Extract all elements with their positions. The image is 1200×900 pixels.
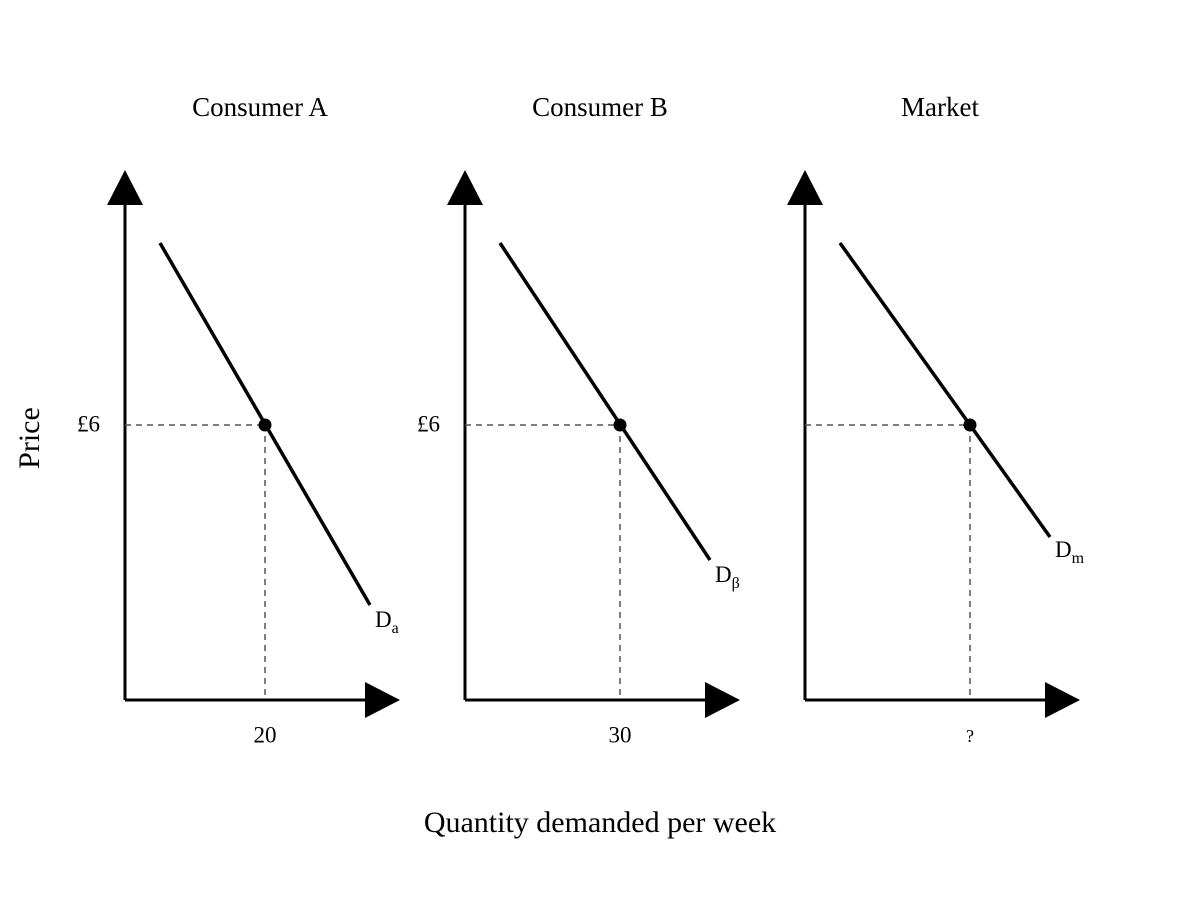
curve-label: Da	[375, 607, 399, 636]
price-label: £6	[417, 411, 440, 436]
arrowhead	[365, 682, 400, 718]
panel: Market ? Dm	[787, 92, 1085, 746]
arrowhead	[107, 170, 143, 205]
curve-label-main: D	[715, 562, 732, 587]
arrowhead	[1045, 682, 1080, 718]
curve-label-main: D	[375, 607, 392, 632]
point	[963, 418, 977, 432]
curve-label: Dm	[1055, 537, 1085, 566]
curve-label-main: D	[1055, 537, 1072, 562]
point	[258, 418, 272, 432]
panel-title: Consumer A	[192, 92, 328, 122]
curve-label-sub: a	[392, 620, 399, 637]
quantity-label: 20	[254, 722, 277, 747]
y-axis-label: Price	[13, 407, 46, 469]
arrowhead	[447, 170, 483, 205]
panel-title: Market	[901, 92, 979, 122]
panel: Consumer A £6 20 Da	[77, 92, 400, 747]
curve-label: Dβ	[715, 562, 740, 591]
panel-title: Consumer B	[532, 92, 668, 122]
price-label: £6	[77, 411, 100, 436]
arrowhead	[787, 170, 823, 205]
curve-label-sub: β	[732, 575, 740, 592]
demand-curve	[838, 241, 1052, 539]
quantity-label: ?	[966, 726, 974, 746]
quantity-label: 30	[609, 722, 632, 747]
panel: Consumer B £6 30 Dβ	[417, 92, 740, 747]
point	[613, 418, 627, 432]
curve-label-sub: m	[1072, 550, 1085, 567]
x-axis-label: Quantity demanded per week	[424, 806, 776, 839]
demand-curve	[498, 242, 712, 561]
arrowhead	[705, 682, 740, 718]
